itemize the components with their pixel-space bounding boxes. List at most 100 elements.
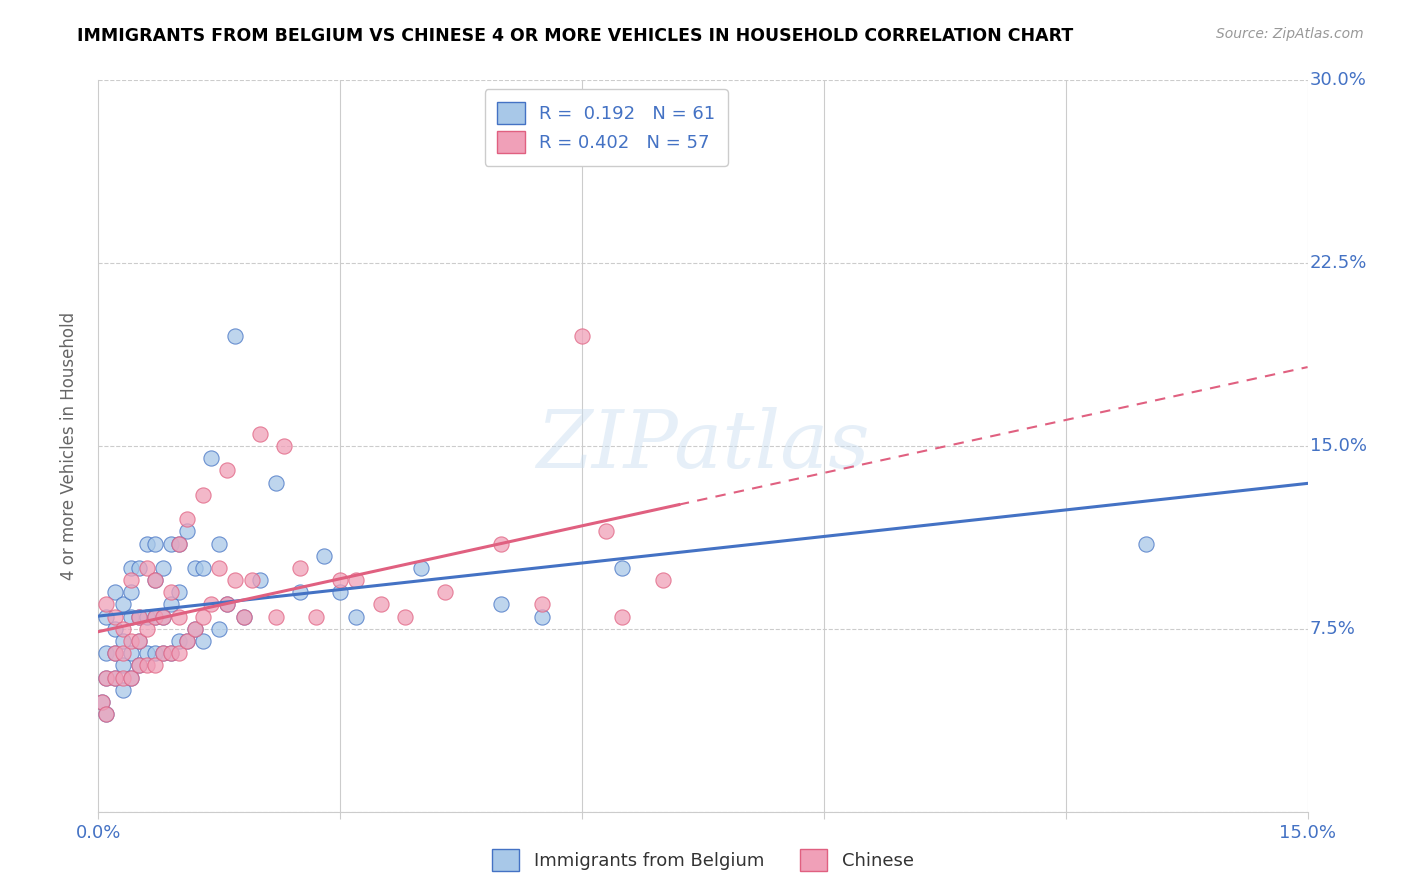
Point	[184, 622, 207, 636]
Point	[152, 646, 174, 660]
Point	[128, 561, 150, 575]
Point	[111, 658, 134, 673]
Point	[167, 634, 190, 648]
Point	[103, 671, 125, 685]
Point	[152, 646, 174, 660]
Point	[111, 622, 134, 636]
Point	[273, 439, 295, 453]
Point	[143, 658, 166, 673]
Point	[135, 658, 157, 673]
Point	[103, 671, 125, 685]
Point	[167, 536, 190, 550]
Point	[176, 524, 198, 539]
Point	[91, 695, 114, 709]
Point	[120, 671, 142, 685]
Point	[217, 463, 239, 477]
Y-axis label: 4 or more Vehicles in Household: 4 or more Vehicles in Household	[59, 312, 77, 580]
Legend: Immigrants from Belgium, Chinese: Immigrants from Belgium, Chinese	[485, 842, 921, 879]
Point	[491, 536, 513, 550]
Point	[111, 634, 134, 648]
Point	[120, 573, 142, 587]
Point	[152, 561, 174, 575]
Point	[135, 536, 157, 550]
Point	[249, 426, 271, 441]
Point	[224, 573, 246, 587]
Text: 22.5%: 22.5%	[1310, 254, 1368, 272]
Point	[176, 634, 198, 648]
Point	[571, 329, 593, 343]
Point	[193, 561, 215, 575]
Point	[103, 646, 125, 660]
Point	[135, 609, 157, 624]
Point	[128, 658, 150, 673]
Text: 30.0%: 30.0%	[1310, 71, 1367, 89]
Point	[160, 585, 183, 599]
Point	[200, 598, 222, 612]
Text: Source: ZipAtlas.com: Source: ZipAtlas.com	[1216, 27, 1364, 41]
Text: 7.5%: 7.5%	[1310, 620, 1355, 638]
Point	[103, 622, 125, 636]
Point	[530, 609, 553, 624]
Point	[91, 695, 114, 709]
Point	[120, 646, 142, 660]
Point	[120, 671, 142, 685]
Point	[152, 609, 174, 624]
Point	[120, 585, 142, 599]
Point	[143, 646, 166, 660]
Point	[111, 682, 134, 697]
Point	[612, 561, 634, 575]
Point	[167, 609, 190, 624]
Point	[370, 598, 392, 612]
Point	[612, 609, 634, 624]
Point	[530, 598, 553, 612]
Point	[167, 536, 190, 550]
Point	[128, 658, 150, 673]
Point	[208, 622, 231, 636]
Point	[96, 671, 118, 685]
Point	[184, 561, 207, 575]
Point	[103, 585, 125, 599]
Point	[160, 646, 183, 660]
Point	[111, 598, 134, 612]
Point	[135, 561, 157, 575]
Point	[217, 598, 239, 612]
Point	[651, 573, 673, 587]
Point	[344, 573, 367, 587]
Point	[264, 609, 287, 624]
Point	[232, 609, 254, 624]
Point	[264, 475, 287, 490]
Point	[103, 646, 125, 660]
Point	[143, 573, 166, 587]
Point	[120, 561, 142, 575]
Point	[224, 329, 246, 343]
Point	[288, 561, 311, 575]
Text: 15.0%: 15.0%	[1310, 437, 1367, 455]
Point	[167, 646, 190, 660]
Point	[193, 634, 215, 648]
Point	[152, 609, 174, 624]
Point	[208, 536, 231, 550]
Point	[344, 609, 367, 624]
Point	[96, 671, 118, 685]
Point	[208, 561, 231, 575]
Point	[160, 646, 183, 660]
Point	[135, 622, 157, 636]
Point	[120, 634, 142, 648]
Point	[217, 598, 239, 612]
Point	[111, 646, 134, 660]
Point	[96, 707, 118, 722]
Point	[160, 598, 183, 612]
Point	[143, 609, 166, 624]
Point	[143, 536, 166, 550]
Point	[314, 549, 336, 563]
Point	[96, 707, 118, 722]
Point	[329, 585, 352, 599]
Point	[128, 609, 150, 624]
Point	[409, 561, 432, 575]
Point	[128, 634, 150, 648]
Point	[595, 524, 617, 539]
Point	[128, 634, 150, 648]
Point	[184, 622, 207, 636]
Point	[176, 634, 198, 648]
Point	[491, 598, 513, 612]
